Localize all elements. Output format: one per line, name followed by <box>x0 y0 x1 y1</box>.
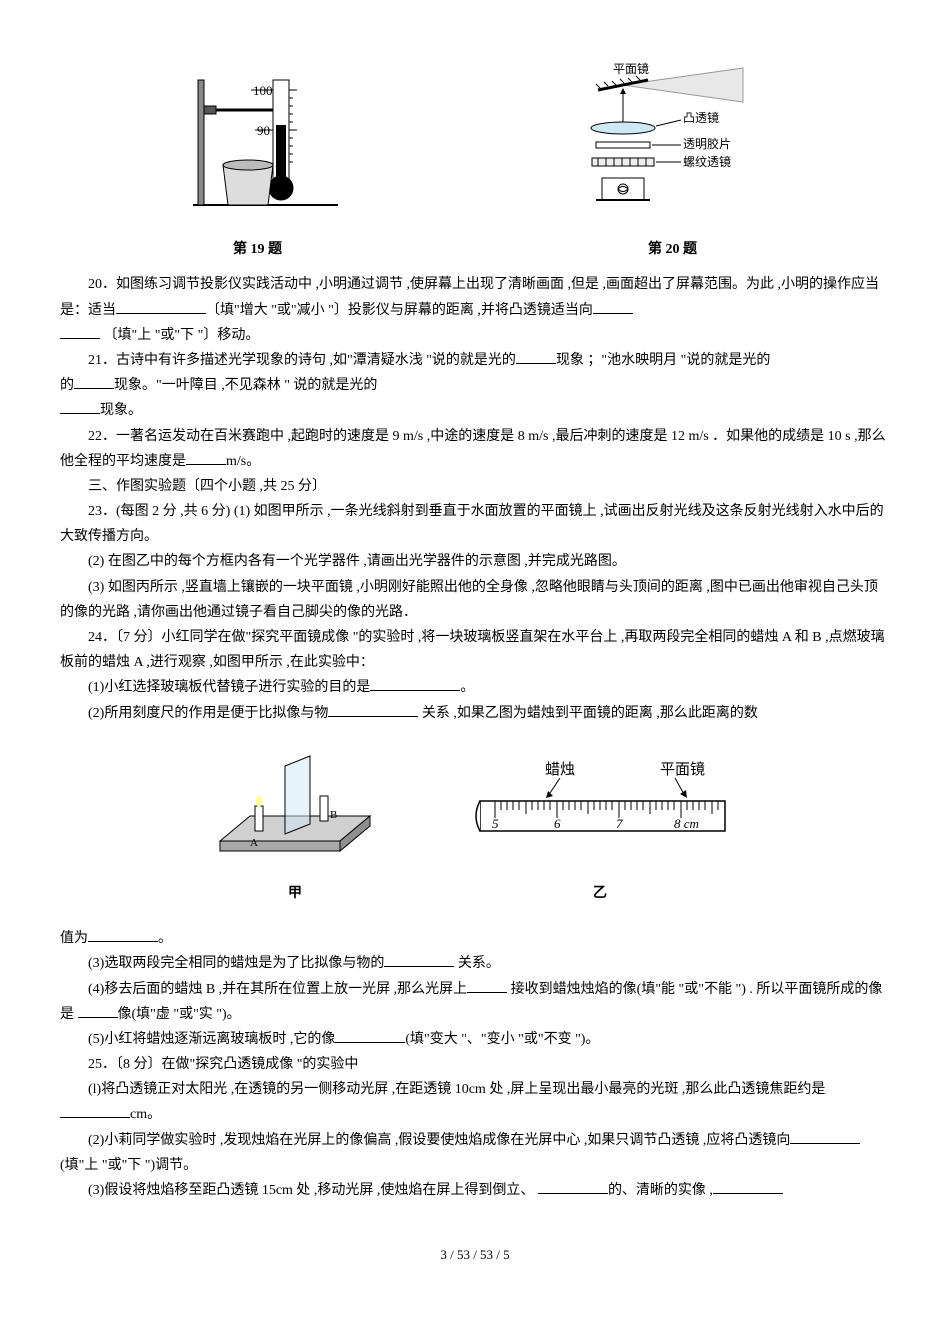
q25-3b: 的、清晰的实像 , <box>608 1183 713 1198</box>
figure-jia: A B 甲 <box>210 746 380 906</box>
q24-3: (3)选取两段完全相同的蜡烛是为了比拟像与物的 关系。 <box>60 951 890 976</box>
q24-4c: 像(填"虚 "或"实 ")。 <box>118 1007 241 1022</box>
figure-jia-svg: A B <box>210 746 380 866</box>
q24-1-text: (1)小红选择玻璃板代替镜子进行实验的目的是 <box>88 680 370 695</box>
q21-text-c: 现象。"一叶障目 ,不见森林 " 说的就是光的 <box>114 378 377 393</box>
q24-1: (1)小红选择玻璃板代替镜子进行实验的目的是 。 <box>60 675 890 700</box>
q24-4-text: (4)移去后面的蜡烛 B ,并在其所在位置上放一光屏 ,那么光屏上 <box>88 982 467 997</box>
blank <box>60 324 100 339</box>
mid-figures-row: A B 甲 蜡烛 平面镜 <box>60 746 890 906</box>
svg-text:A: A <box>250 837 258 849</box>
blank <box>335 1028 405 1043</box>
blank <box>60 399 100 414</box>
q23-1: 23．(每图 2 分 ,共 6 分) (1) 如图甲所示 ,一条光线斜射到垂直于… <box>60 499 890 549</box>
label-fresnel: 螺纹透镜 <box>683 154 731 169</box>
q24-1b: 。 <box>460 680 474 695</box>
q25-3-text: (3)假设将烛焰移至距凸透镜 15cm 处 ,移动光屏 ,使烛焰在屏上得到倒立、 <box>88 1183 534 1198</box>
blank <box>370 676 460 691</box>
blank <box>516 349 556 364</box>
q22-text-b: m/s。 <box>226 454 260 469</box>
q24-intro: 24．〔7 分〕小红同学在做"探究平面镜成像 "的实验时 ,将一块玻璃板竖直架在… <box>60 625 890 675</box>
blank <box>116 299 206 314</box>
blank <box>88 927 158 942</box>
label-candle: 蜡烛 <box>545 761 575 778</box>
q21-line1: 21．古诗中有许多描述光学现象的诗句 ,如"潭清疑水浅 "说的就是光的 现象 ；"… <box>60 348 890 373</box>
q20-line1: 20．如图练习调节投影仪实践活动中 ,小明通过调节 ,使屏幕上出现了清晰画面 ,… <box>60 272 890 322</box>
ruler-5: 5 <box>492 816 499 831</box>
ruler-8: 8 cm <box>674 816 699 831</box>
q21-text-b: 现象 ；"池水映明月 "说的就是光的 <box>556 353 770 368</box>
q21-line3: 现象。 <box>60 398 890 423</box>
top-figures-row: 100 90 第 19 题 平面镜 <box>60 60 890 262</box>
blank <box>384 952 454 967</box>
q24-5: (5)小红将蜡烛逐渐远离玻璃板时 ,它的像 (填"变大 "、"变小 "或"不变 "… <box>60 1027 890 1052</box>
q25-1-text: (l)将凸透镜正对太阳光 ,在透镜的另一侧移动光屏 ,在距透镜 10cm 处 ,… <box>88 1082 825 1097</box>
q23-3: (3) 如图丙所示 ,竖直墙上镶嵌的一块平面镜 ,小明刚好能照出他的全身像 ,忽… <box>60 575 890 625</box>
svg-text:B: B <box>330 809 337 821</box>
figure-20-caption: 第 20 题 <box>568 237 778 262</box>
q22-text: 22．一著名运发动在百米赛跑中 ,起跑时的速度是 9 m/s ,中途的速度是 8… <box>60 429 886 469</box>
blank <box>328 702 418 717</box>
blank <box>78 1003 118 1018</box>
figure-19-caption: 第 19 题 <box>173 237 343 262</box>
q24-5b: (填"变大 "、"变小 "或"不变 ")。 <box>405 1032 599 1047</box>
figure-19-svg: 100 90 <box>173 70 343 220</box>
q25-1: (l)将凸透镜正对太阳光 ,在透镜的另一侧移动光屏 ,在距透镜 10cm 处 ,… <box>60 1077 890 1127</box>
label-convex: 凸透镜 <box>683 110 719 125</box>
section-3-heading: 三、作图实验题〔四个小题 ,共 25 分〕 <box>60 474 890 499</box>
q24-5-text: (5)小红将蜡烛逐渐远离玻璃板时 ,它的像 <box>88 1032 335 1047</box>
blank <box>593 299 633 314</box>
q24-3b: 关系。 <box>454 956 500 971</box>
q25-2b: (填"上 "或"下 ")调节。 <box>60 1158 197 1173</box>
q24-post-text: 值为 <box>60 931 88 946</box>
blank <box>790 1129 860 1144</box>
q21-text-d: 现象。 <box>100 403 142 418</box>
ruler-6: 6 <box>554 816 561 831</box>
blank <box>60 1103 130 1118</box>
blank <box>74 374 114 389</box>
label-mirror-yi: 平面镜 <box>660 760 705 778</box>
figure-yi: 蜡烛 平面镜 <box>460 756 740 906</box>
q20-text-c: 〔填"上 "或"下 "〕移动。 <box>104 328 260 343</box>
label-yi: 乙 <box>460 881 740 906</box>
q21-text: 21．古诗中有许多描述光学现象的诗句 ,如"潭清疑水浅 "说的就是光的 <box>88 353 516 368</box>
blank <box>713 1179 783 1194</box>
figure-20: 平面镜 凸透镜 透明胶片 螺纹透镜 <box>568 60 778 262</box>
q24-2-text: (2)所用刻度尺的作用是便于比拟像与物 <box>88 706 328 721</box>
page-footer: 3 / 53 / 53 / 5 <box>60 1243 890 1266</box>
q25-intro: 25．〔8 分〕在做"探究凸透镜成像 "的实验中 <box>60 1052 890 1077</box>
q20-text-b: 〔填"增大 "或"减小 "〕投影仪与屏幕的距离 ,并将凸透镜适当向 <box>206 303 593 318</box>
q20-line2: 〔填"上 "或"下 "〕移动。 <box>60 323 890 348</box>
figure-20-svg: 平面镜 凸透镜 透明胶片 螺纹透镜 <box>568 60 778 220</box>
q25-2-text: (2)小莉同学做实验时 ,发现烛焰在光屏上的像偏高 ,假设要使烛焰成像在光屏中心… <box>88 1133 790 1148</box>
q23-2: (2) 在图乙中的每个方框内各有一个光学器件 ,请画出光学器件的示意图 ,并完成… <box>60 549 890 574</box>
q24-postb: 。 <box>158 931 172 946</box>
label-mirror: 平面镜 <box>613 61 649 76</box>
q25-3: (3)假设将烛焰移至距凸透镜 15cm 处 ,移动光屏 ,使烛焰在屏上得到倒立、… <box>60 1178 890 1203</box>
label-jia: 甲 <box>210 881 380 906</box>
figure-19: 100 90 第 19 题 <box>173 70 343 262</box>
q24-2b: 关系 ,如果乙图为蜡烛到平面镜的距离 ,那么此距离的数 <box>418 706 758 721</box>
q25-1b: cm。 <box>130 1107 161 1122</box>
figure-yi-svg: 蜡烛 平面镜 <box>460 756 740 866</box>
ruler-7: 7 <box>616 816 623 831</box>
q24-3-text: (3)选取两段完全相同的蜡烛是为了比拟像与物的 <box>88 956 384 971</box>
q24-post: 值为 。 <box>60 926 890 951</box>
blank <box>467 978 507 993</box>
q22-line: 22．一著名运发动在百米赛跑中 ,起跑时的速度是 9 m/s ,中途的速度是 8… <box>60 424 890 474</box>
label-film: 透明胶片 <box>683 136 731 151</box>
q21-line2: 的现象。"一叶障目 ,不见森林 " 说的就是光的 <box>60 373 890 398</box>
q25-2: (2)小莉同学做实验时 ,发现烛焰在光屏上的像偏高 ,假设要使烛焰成像在光屏中心… <box>60 1128 890 1178</box>
blank <box>186 450 226 465</box>
q24-4: (4)移去后面的蜡烛 B ,并在其所在位置上放一光屏 ,那么光屏上 接收到蜡烛烛… <box>60 977 890 1027</box>
q24-2: (2)所用刻度尺的作用是便于比拟像与物 关系 ,如果乙图为蜡烛到平面镜的距离 ,… <box>60 701 890 726</box>
blank <box>538 1179 608 1194</box>
